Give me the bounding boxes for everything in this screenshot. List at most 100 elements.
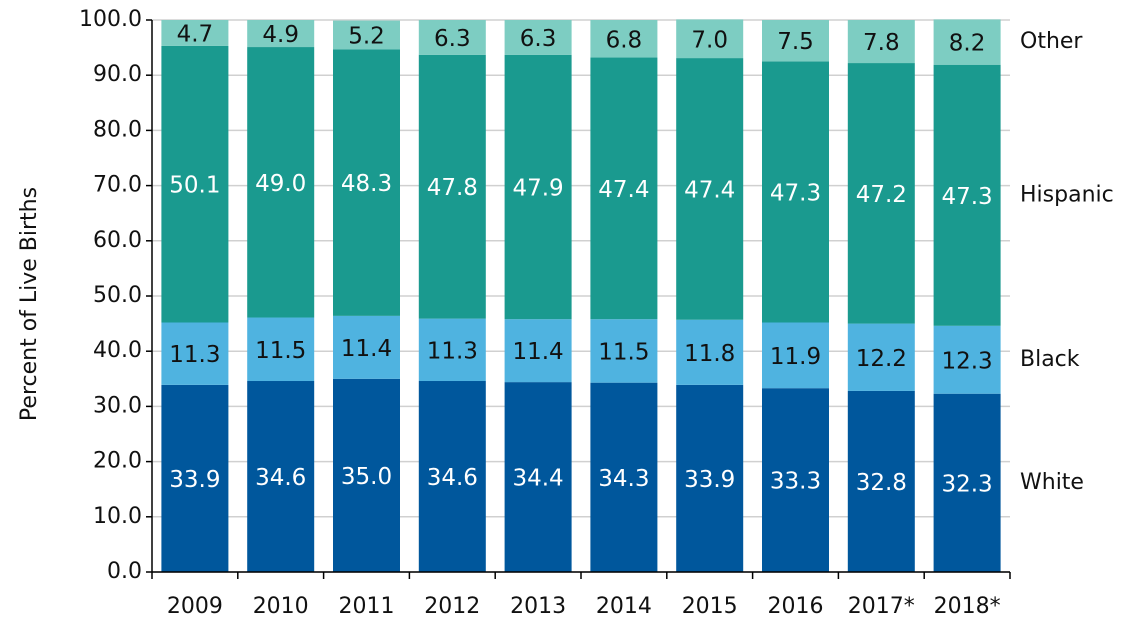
bar-segment: [161, 384, 229, 572]
y-axis-title: Percent of Live Births: [17, 187, 42, 421]
bar-segment: [418, 20, 486, 55]
bar-segment: [847, 323, 915, 391]
value-label: 48.3: [341, 171, 392, 197]
series-label: White: [1020, 470, 1084, 495]
y-tick-label: 0.0: [107, 559, 142, 584]
bar-segment: [590, 382, 658, 572]
bar-segment: [847, 63, 915, 324]
value-label: 33.9: [684, 467, 735, 493]
value-label: 11.3: [427, 338, 478, 364]
value-label: 49.0: [255, 171, 306, 197]
bar-segment: [933, 393, 1001, 572]
series-label: Black: [1020, 347, 1080, 372]
value-label: 47.2: [856, 182, 907, 208]
y-tick-label: 80.0: [93, 117, 142, 142]
value-label: 34.6: [427, 465, 478, 491]
series-label: Hispanic: [1020, 182, 1114, 207]
series-label: Other: [1020, 29, 1083, 54]
x-tick-label: 2016: [768, 594, 824, 619]
bar-segment: [676, 19, 744, 59]
value-label: 7.8: [863, 30, 900, 56]
bar-segment: [933, 19, 1001, 65]
value-label: 7.0: [691, 27, 728, 53]
value-label: 47.4: [684, 177, 735, 203]
value-label: 11.5: [598, 339, 649, 365]
value-label: 11.5: [255, 338, 306, 364]
bar-segment: [247, 47, 315, 318]
value-label: 34.3: [598, 466, 649, 492]
value-label: 33.9: [169, 467, 220, 493]
value-label: 6.8: [606, 27, 643, 53]
bar-segment: [762, 322, 829, 389]
value-label: 11.4: [512, 339, 563, 365]
x-tick-label: 2009: [167, 594, 223, 619]
value-label: 8.2: [949, 31, 986, 57]
value-label: 11.9: [770, 344, 821, 370]
value-label: 33.3: [770, 469, 821, 495]
x-tick-label: 2011: [339, 594, 395, 619]
bar-segment: [333, 49, 400, 316]
bar-segment: [762, 20, 829, 62]
value-label: 35.0: [341, 464, 392, 490]
bar-segment: [590, 57, 658, 320]
y-tick-label: 70.0: [93, 173, 142, 198]
value-label: 6.3: [434, 26, 471, 52]
x-tick-label: 2014: [596, 594, 652, 619]
bar-segment: [676, 319, 744, 385]
bar-segment: [933, 64, 1001, 326]
bar-segment: [762, 61, 829, 323]
value-label: 32.8: [856, 470, 907, 496]
x-tick-label: 2017*: [848, 594, 915, 619]
y-tick-label: 60.0: [93, 228, 142, 253]
bar-segment: [418, 54, 486, 319]
y-tick-label: 50.0: [93, 283, 142, 308]
value-label: 50.1: [169, 173, 220, 199]
bar-segment: [333, 315, 400, 379]
x-tick-label: 2012: [424, 594, 480, 619]
bar-segment: [590, 319, 658, 383]
value-label: 47.9: [512, 175, 563, 201]
bar-segment: [333, 378, 400, 572]
bar-segment: [247, 20, 315, 48]
bar-segment: [161, 45, 229, 323]
x-tick-label: 2010: [253, 594, 309, 619]
value-label: 7.5: [777, 29, 814, 55]
y-tick-label: 40.0: [93, 338, 142, 363]
y-tick-label: 90.0: [93, 62, 142, 87]
value-label: 12.2: [856, 346, 907, 372]
y-tick-label: 10.0: [93, 504, 142, 529]
value-label: 4.7: [177, 21, 214, 47]
bar-segment: [161, 322, 229, 385]
bar-segment: [504, 382, 572, 572]
value-label: 6.3: [520, 26, 557, 52]
value-label: 12.3: [941, 348, 992, 374]
bar-segment: [676, 58, 744, 320]
value-label: 11.3: [169, 342, 220, 368]
bar-segment: [333, 20, 400, 50]
value-label: 34.4: [512, 466, 563, 492]
value-label: 47.4: [598, 177, 649, 203]
value-label: 47.8: [427, 175, 478, 201]
bar-segment: [247, 381, 315, 572]
value-label: 47.3: [941, 184, 992, 210]
value-label: 4.9: [262, 22, 299, 48]
bar-segment: [247, 317, 315, 382]
bar-segment: [590, 20, 658, 58]
value-label: 32.3: [941, 471, 992, 497]
bar-segment: [762, 388, 829, 572]
bar-segment: [676, 384, 744, 572]
x-tick-label: 2018*: [934, 594, 1001, 619]
value-label: 47.3: [770, 180, 821, 206]
bar-segment: [504, 20, 572, 55]
bar-segment: [933, 325, 1001, 394]
value-label: 11.4: [341, 336, 392, 362]
bar-segment: [847, 390, 915, 572]
value-label: 11.8: [684, 341, 735, 367]
value-label: 5.2: [348, 23, 385, 49]
bar-segment: [418, 381, 486, 572]
bar-segment: [847, 20, 915, 64]
y-tick-label: 30.0: [93, 393, 142, 418]
value-label: 34.6: [255, 465, 306, 491]
x-tick-label: 2013: [510, 594, 566, 619]
